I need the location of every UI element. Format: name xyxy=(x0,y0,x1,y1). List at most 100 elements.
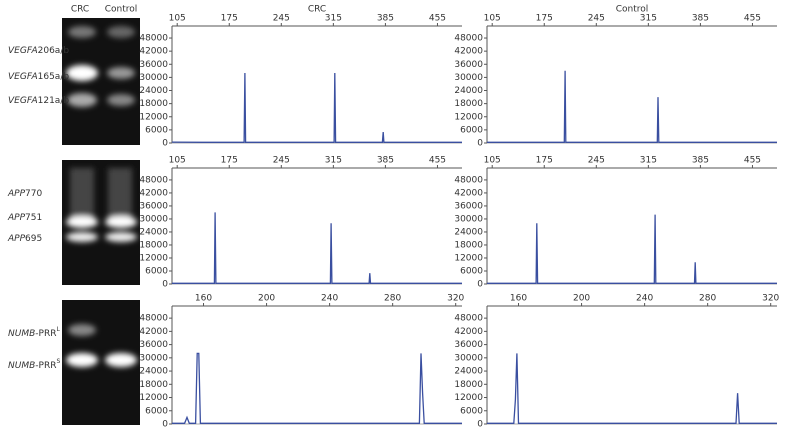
y-tick-label: 0 xyxy=(477,139,483,149)
x-tick-label: 315 xyxy=(640,14,657,24)
y-tick-label: 6000 xyxy=(145,125,168,135)
y-tick-label: 6000 xyxy=(145,266,168,276)
x-tick-label: 245 xyxy=(588,14,605,24)
isoform: 165a/b xyxy=(38,72,70,82)
y-tick-label: 12000 xyxy=(454,393,483,403)
gene-name: NUMB xyxy=(8,361,35,371)
y-tick-label: 0 xyxy=(162,420,168,429)
y-tick-label: 0 xyxy=(162,280,168,290)
y-tick-label: 42000 xyxy=(139,47,168,57)
gel-label: VEGFA165a/b xyxy=(8,72,69,82)
x-tick-label: 315 xyxy=(325,14,342,24)
x-tick-label: 175 xyxy=(221,156,238,166)
y-tick-label: 30000 xyxy=(139,353,168,363)
y-tick-label: 42000 xyxy=(454,188,483,198)
y-tick-label: 36000 xyxy=(139,60,168,70)
gel-label: APP770 xyxy=(7,189,42,199)
y-tick-label: 12000 xyxy=(139,253,168,263)
y-tick-label: 18000 xyxy=(139,380,168,390)
x-tick-label: 320 xyxy=(762,294,779,304)
isoform: -PRR xyxy=(35,329,56,339)
y-tick-label: 6000 xyxy=(145,406,168,416)
gene-name: VEGFA xyxy=(8,46,38,56)
lane-label: CRC xyxy=(71,5,89,15)
x-tick-label: 245 xyxy=(273,14,290,24)
trace xyxy=(171,72,462,143)
trace xyxy=(487,214,777,284)
gel-label: NUMB-PRRS xyxy=(8,358,60,371)
x-tick-label: 105 xyxy=(484,156,501,166)
y-tick-label: 12000 xyxy=(139,112,168,122)
gel xyxy=(62,18,140,145)
gel-label: VEGFA206a/b xyxy=(8,46,69,56)
x-tick-label: 105 xyxy=(169,14,186,24)
y-tick-label: 42000 xyxy=(454,47,483,57)
y-tick-label: 18000 xyxy=(454,240,483,250)
x-tick-label: 240 xyxy=(636,294,653,304)
y-tick-label: 48000 xyxy=(454,34,483,44)
isoform: 770 xyxy=(25,189,42,199)
y-tick-label: 24000 xyxy=(139,227,168,237)
isoform: 751 xyxy=(25,213,42,223)
y-tick-label: 36000 xyxy=(454,201,483,211)
gel xyxy=(62,300,140,425)
x-tick-label: 280 xyxy=(384,294,401,304)
chart-title: CRC xyxy=(308,5,326,15)
x-tick-label: 105 xyxy=(169,156,186,166)
gel-label: NUMB-PRRL xyxy=(8,326,60,339)
isoform: 695 xyxy=(25,234,42,244)
y-tick-label: 18000 xyxy=(139,240,168,250)
gene-name: VEGFA xyxy=(8,96,38,106)
isoform: 121a/b xyxy=(38,96,70,106)
y-tick-label: 12000 xyxy=(454,253,483,263)
y-tick-label: 6000 xyxy=(460,125,483,135)
y-tick-label: 42000 xyxy=(139,327,168,337)
gene-name: APP xyxy=(7,189,26,199)
y-tick-label: 12000 xyxy=(454,112,483,122)
gel-label: VEGFA121a/b xyxy=(8,96,69,106)
x-tick-label: 200 xyxy=(573,294,590,304)
y-tick-label: 36000 xyxy=(139,201,168,211)
y-tick-label: 18000 xyxy=(454,99,483,109)
y-tick-label: 6000 xyxy=(460,266,483,276)
y-tick-label: 36000 xyxy=(139,340,168,350)
y-tick-label: 48000 xyxy=(454,314,483,324)
y-tick-label: 24000 xyxy=(454,86,483,96)
x-tick-label: 385 xyxy=(692,14,709,24)
x-tick-label: 385 xyxy=(692,156,709,166)
y-tick-label: 30000 xyxy=(454,353,483,363)
y-tick-label: 30000 xyxy=(454,214,483,224)
trace xyxy=(172,212,462,284)
y-tick-label: 42000 xyxy=(139,188,168,198)
y-tick-label: 0 xyxy=(162,139,168,149)
superscript: L xyxy=(56,326,60,333)
trace xyxy=(487,70,777,143)
x-tick-label: 315 xyxy=(325,156,342,166)
y-tick-label: 0 xyxy=(477,280,483,290)
gel xyxy=(62,160,140,285)
y-tick-label: 24000 xyxy=(454,367,483,377)
x-tick-label: 385 xyxy=(377,156,394,166)
y-tick-label: 48000 xyxy=(139,34,168,44)
y-tick-label: 42000 xyxy=(454,327,483,337)
gel-label: APP751 xyxy=(7,213,42,223)
x-tick-label: 455 xyxy=(744,14,761,24)
x-tick-label: 280 xyxy=(699,294,716,304)
y-tick-label: 36000 xyxy=(454,340,483,350)
trace xyxy=(487,353,777,424)
y-tick-label: 6000 xyxy=(460,406,483,416)
y-tick-label: 30000 xyxy=(454,73,483,83)
y-tick-label: 30000 xyxy=(139,214,168,224)
y-tick-label: 36000 xyxy=(454,60,483,70)
y-tick-label: 18000 xyxy=(454,380,483,390)
x-tick-label: 245 xyxy=(588,156,605,166)
gel-label: APP695 xyxy=(7,234,42,244)
y-tick-label: 0 xyxy=(477,420,483,429)
x-tick-label: 160 xyxy=(195,294,212,304)
x-tick-label: 245 xyxy=(273,156,290,166)
x-tick-label: 385 xyxy=(377,14,394,24)
y-tick-label: 48000 xyxy=(139,175,168,185)
lane-label: Control xyxy=(105,5,138,15)
x-tick-label: 320 xyxy=(447,294,464,304)
